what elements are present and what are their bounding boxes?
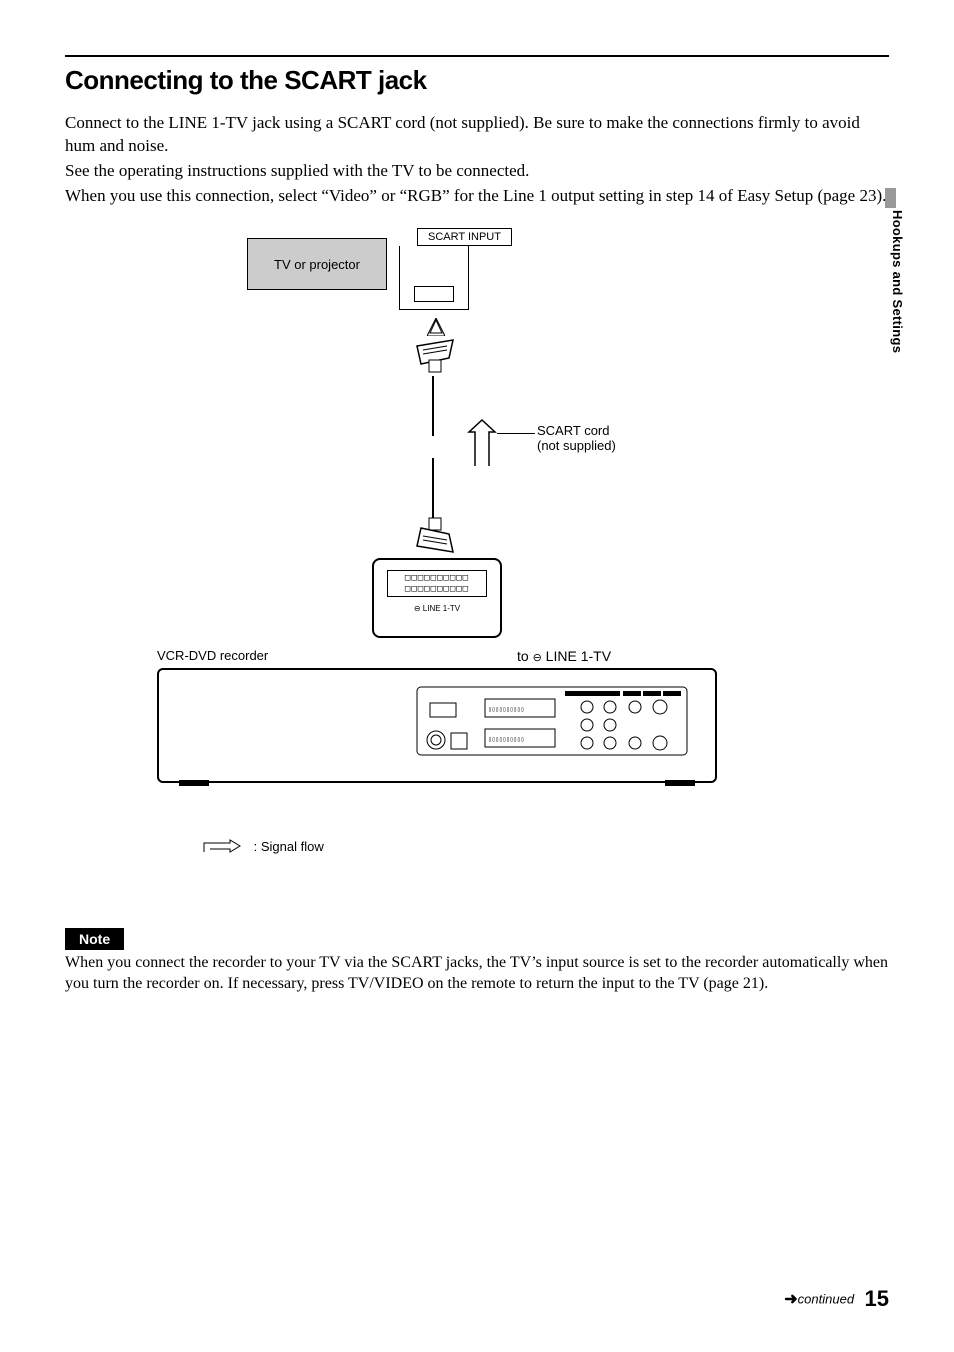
top-rule	[65, 55, 889, 57]
cord-label-leader	[497, 433, 535, 434]
page-title: Connecting to the SCART jack	[65, 65, 889, 96]
cord-label-line1: SCART cord	[537, 423, 610, 438]
body-paragraph-3: When you use this connection, select “Vi…	[65, 185, 889, 208]
side-tab-marker	[885, 188, 896, 208]
tv-projector-box: TV or projector	[247, 238, 387, 290]
recorder-scart-port-detail: □□□□□□□□□□□□□□□□□□□□ ⊖ LINE 1-TV	[372, 558, 502, 638]
signal-flow-legend: : Signal flow	[202, 838, 324, 857]
scart-input-label: SCART INPUT	[417, 228, 512, 246]
scart-plug-bottom-icon	[413, 516, 457, 559]
svg-text:▯▯▯▯▯▯▯▯▯▯: ▯▯▯▯▯▯▯▯▯▯	[488, 706, 524, 713]
legend-arrow-icon	[202, 838, 242, 857]
vcr-dvd-recorder-label: VCR-DVD recorder	[157, 648, 268, 663]
side-section-label: Hookups and Settings	[890, 210, 905, 353]
continued-arrow-icon: ➜	[784, 1291, 797, 1308]
recorder-back-panel: ▯▯▯▯▯▯▯▯▯▯ ▯▯▯▯▯▯▯▯▯▯	[415, 685, 695, 760]
page-footer: ➜continued 15	[784, 1286, 889, 1312]
svg-text:▯▯▯▯▯▯▯▯▯▯: ▯▯▯▯▯▯▯▯▯▯	[488, 736, 524, 743]
connection-diagram: TV or projector SCART INPUT SCART cord	[177, 228, 777, 898]
tv-scart-port	[399, 246, 469, 310]
cable-segment-2	[432, 458, 434, 518]
note-heading: Note	[65, 928, 124, 950]
page-number: 15	[865, 1286, 889, 1311]
continued-label: continued	[798, 1292, 854, 1307]
scart-cord-label: SCART cord (not supplied)	[537, 423, 616, 453]
recorder-foot-right	[665, 780, 695, 786]
signal-flow-text: : Signal flow	[254, 839, 324, 854]
body-paragraph-1: Connect to the LINE 1-TV jack using a SC…	[65, 112, 889, 158]
signal-arrow-up-icon	[427, 318, 445, 336]
cable-segment-1	[432, 376, 434, 436]
line1-tv-port-label: ⊖ LINE 1-TV	[410, 603, 464, 614]
body-paragraph-2: See the operating instructions supplied …	[65, 160, 889, 183]
cord-label-line2: (not supplied)	[537, 438, 616, 453]
scart-pin-rows-icon: □□□□□□□□□□□□□□□□□□□□	[387, 570, 487, 598]
page: Connecting to the SCART jack Connect to …	[0, 0, 954, 1352]
scart-plug-top-icon	[413, 338, 457, 381]
recorder-foot-left	[179, 780, 209, 786]
recorder-rear-view: ▯▯▯▯▯▯▯▯▯▯ ▯▯▯▯▯▯▯▯▯▯	[157, 668, 717, 783]
to-line1-tv-label: to ⊖ LINE 1-TV	[517, 648, 611, 664]
scart-socket-icon	[414, 286, 454, 302]
signal-flow-arrow-icon	[467, 418, 497, 478]
note-text: When you connect the recorder to your TV…	[65, 952, 889, 995]
